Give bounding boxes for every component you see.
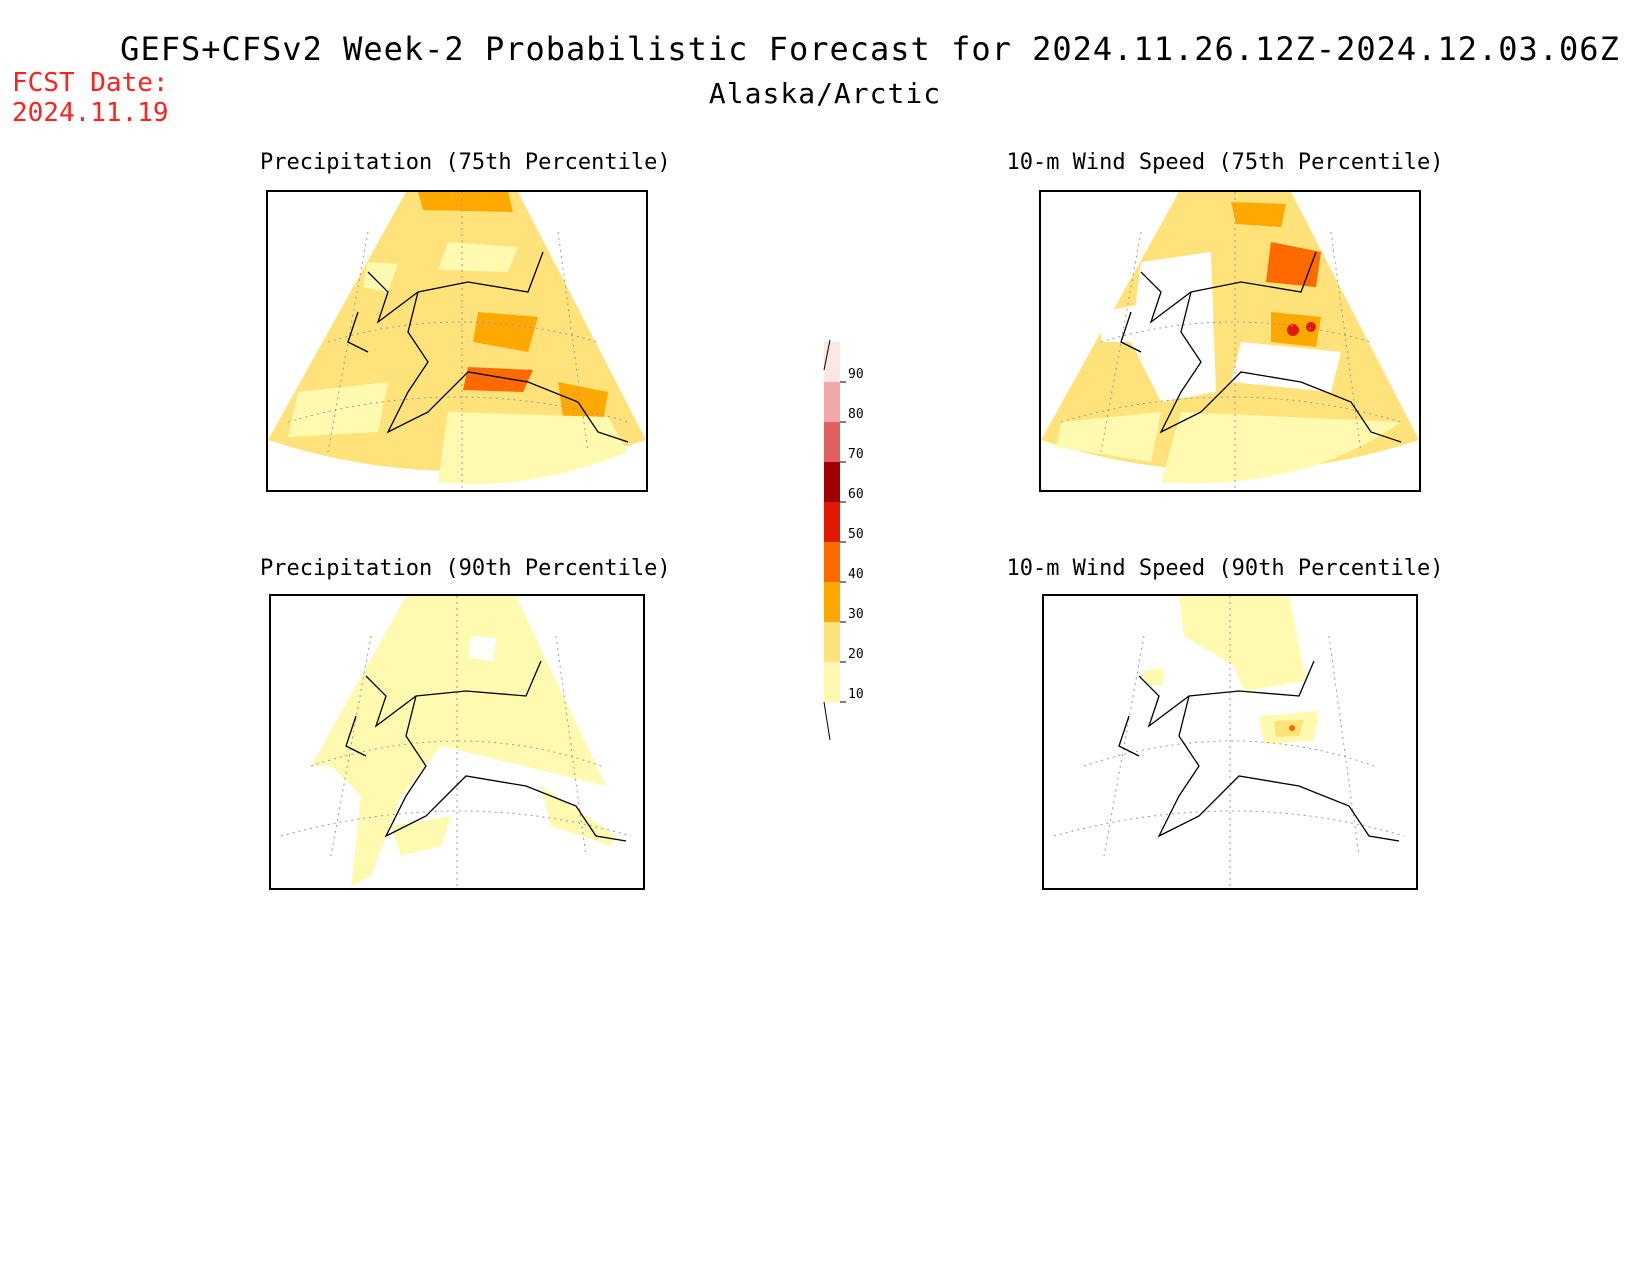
colorbar-label-10: 10: [848, 687, 864, 702]
panel-title-precip-90: Precipitation (90th Percentile): [260, 556, 671, 581]
colorbar-labels: 10 20 30 40 50 60 70 80 90: [840, 367, 864, 703]
colorbar-box-7: [824, 382, 840, 422]
colorbar-box-4: [824, 502, 840, 542]
colorbar-box-8: [824, 342, 840, 382]
fcst-label: FCST Date:: [12, 68, 169, 98]
forecast-date-block: FCST Date: 2024.11.19: [12, 68, 169, 128]
colorbar-label-60: 60: [848, 487, 864, 502]
subtitle: Alaska/Arctic: [708, 77, 942, 110]
map-wind-75: [1039, 190, 1421, 492]
colorbar-boxes: [824, 342, 840, 702]
colorbar-box-1: [824, 622, 840, 662]
colorbar-label-90: 90: [848, 367, 864, 382]
colorbar-box-2: [824, 582, 840, 622]
panel-title-wind-75: 10-m Wind Speed (75th Percentile): [1006, 150, 1444, 175]
map-precip-75: [266, 190, 648, 492]
panel-title-wind-90: 10-m Wind Speed (90th Percentile): [1006, 556, 1444, 581]
colorbar-label-40: 40: [848, 567, 864, 582]
colorbar-label-70: 70: [848, 447, 864, 462]
colorbar: 10 20 30 40 50 60 70 80 90: [823, 339, 864, 740]
panel-title-precip-75: Precipitation (75th Percentile): [260, 150, 671, 175]
colorbar-box-0: [824, 662, 840, 702]
map-precip-90: [269, 594, 645, 890]
map-wind-90: [1042, 594, 1418, 890]
colorbar-box-5: [824, 462, 840, 502]
colorbar-label-20: 20: [848, 647, 864, 662]
main-title: GEFS+CFSv2 Week-2 Probabilistic Forecast…: [120, 30, 1620, 68]
colorbar-box-3: [824, 542, 840, 582]
colorbar-box-6: [824, 422, 840, 462]
fcst-date: 2024.11.19: [12, 98, 169, 128]
colorbar-label-80: 80: [848, 407, 864, 422]
colorbar-label-30: 30: [848, 607, 864, 622]
colorbar-label-50: 50: [848, 527, 864, 542]
